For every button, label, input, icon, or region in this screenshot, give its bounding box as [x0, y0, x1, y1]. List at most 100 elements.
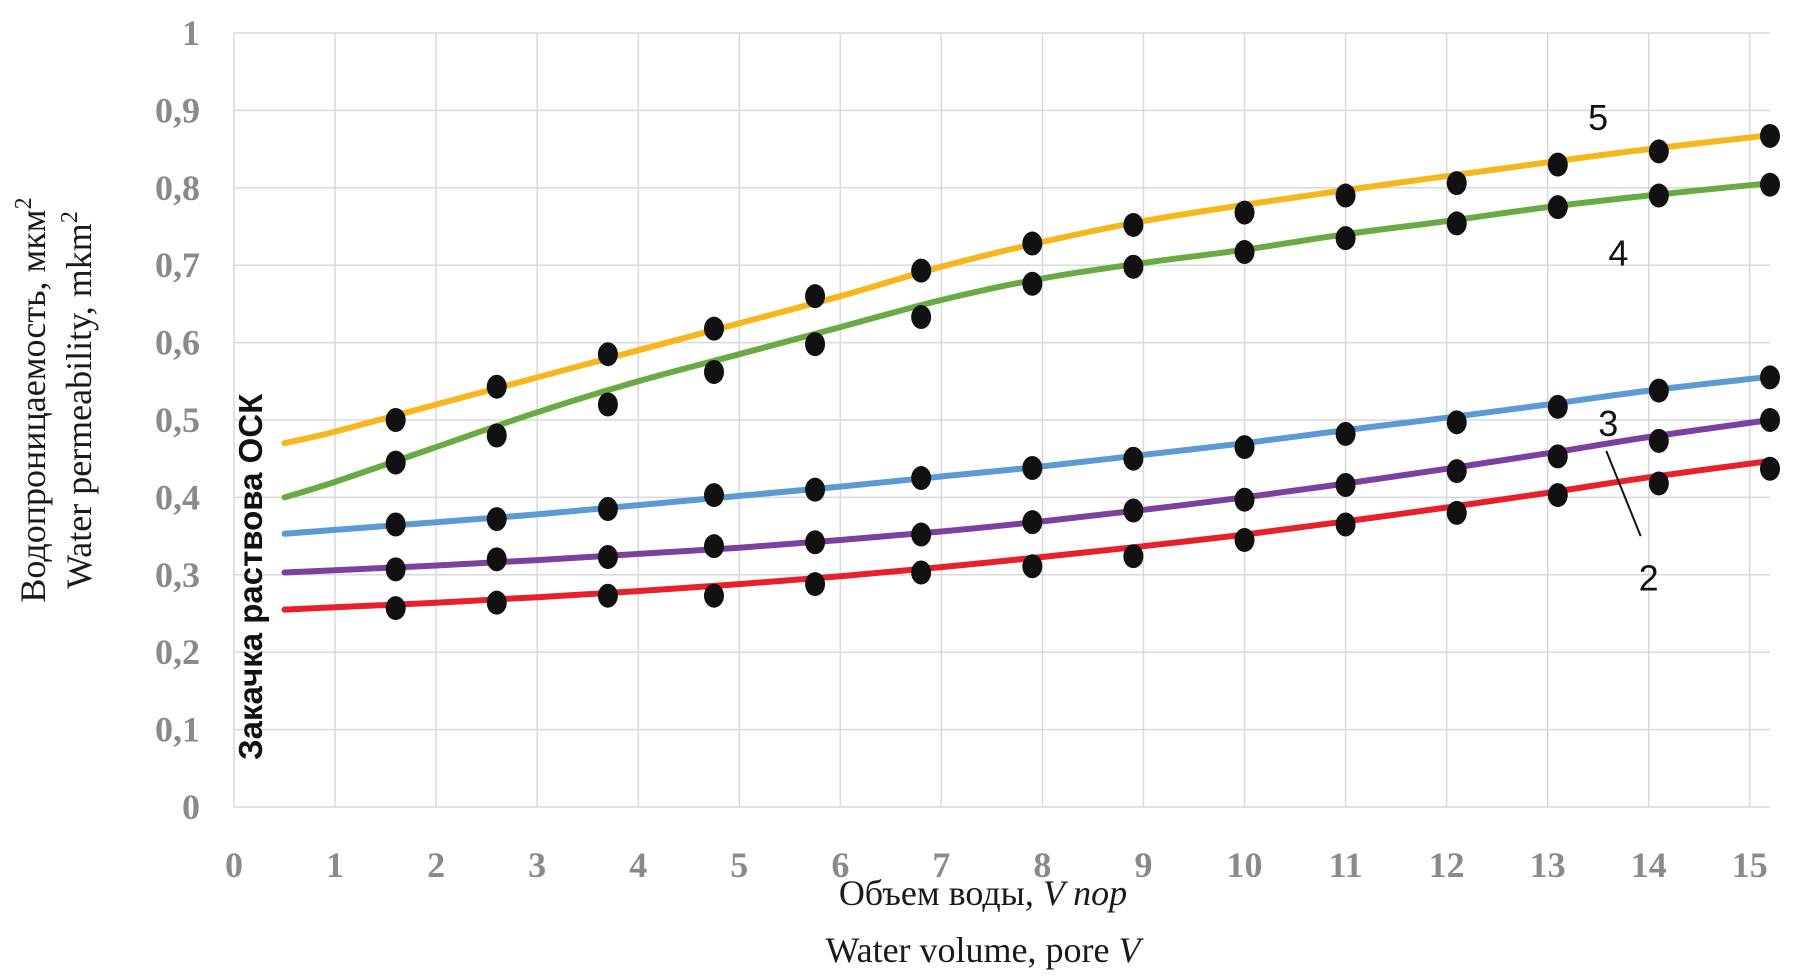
x-tick-label: 9	[1134, 845, 1152, 885]
data-point	[1648, 428, 1669, 453]
data-point	[486, 507, 507, 532]
y-tick-label: 0,1	[155, 710, 200, 750]
data-point	[1123, 498, 1144, 523]
data-point	[1760, 456, 1780, 481]
data-point	[1335, 183, 1356, 208]
data-point	[385, 557, 406, 582]
series-line-5	[281, 132, 1773, 447]
data-point	[1547, 444, 1568, 469]
data-point	[1547, 152, 1568, 177]
data-point	[1760, 123, 1780, 148]
x-tick-label: 12	[1429, 845, 1465, 885]
y-tick-label: 0	[182, 787, 200, 827]
x-tick-label: 8	[1033, 845, 1051, 885]
data-point	[805, 284, 826, 309]
curve-labels: 5 4 3 2	[1588, 97, 1659, 599]
inset-label: Закачка раствова ОСК	[232, 393, 269, 760]
data-point	[597, 497, 618, 522]
y-tick-label: 0,2	[155, 632, 200, 672]
y-tick-label: 0,7	[155, 245, 200, 285]
data-point	[1446, 410, 1467, 435]
y-tick-label: 0,6	[155, 323, 200, 363]
y-tick-label: 0,5	[155, 400, 200, 440]
series-line-3	[281, 373, 1773, 537]
data-point	[1648, 139, 1669, 164]
y-axis-title: Водопроницаемость, мкм2 Water permeabili…	[11, 197, 99, 602]
data-point	[704, 534, 724, 559]
data-point	[1335, 473, 1356, 498]
data-point	[1648, 183, 1669, 208]
x-tick-label: 0	[225, 845, 243, 885]
data-point	[597, 392, 618, 417]
y-tick-label: 0,4	[155, 477, 200, 517]
data-point	[385, 596, 406, 621]
x-tick-label: 13	[1530, 845, 1566, 885]
series-line-4	[281, 180, 1773, 501]
data-point	[1234, 435, 1255, 460]
x-tick-label: 10	[1227, 845, 1263, 885]
data-point	[1446, 171, 1467, 196]
curve-label-4: 4	[1608, 233, 1628, 274]
data-point	[911, 466, 932, 491]
data-point	[1234, 200, 1255, 225]
x-tick-label: 5	[730, 845, 748, 885]
data-point	[486, 590, 507, 615]
data-point	[1123, 544, 1144, 569]
x-axis-title: Объем воды, V пор Water volume, pore V	[826, 873, 1145, 970]
data-point	[1547, 195, 1568, 220]
x-tick-label: 3	[528, 845, 546, 885]
data-point	[385, 450, 406, 475]
y-tick-label: 0,9	[155, 90, 200, 130]
data-point	[1335, 421, 1356, 446]
data-point	[704, 360, 724, 385]
y-tick-label: 0,8	[155, 168, 200, 208]
data-point	[597, 583, 618, 608]
data-point	[911, 258, 932, 283]
y-axis-title-line-2: Water permeability, mkm2	[57, 211, 99, 589]
data-point	[805, 530, 826, 555]
data-point	[385, 408, 406, 432]
data-point	[1760, 408, 1780, 432]
x-tick-labels: 0 1 2 3 4 5 6 7 8 9 10 11 12 13 14 15	[225, 845, 1768, 885]
data-point	[1022, 510, 1043, 535]
data-point	[1022, 231, 1043, 256]
data-point	[486, 374, 507, 399]
data-point	[597, 342, 618, 367]
data-point	[704, 316, 724, 341]
data-point	[1760, 172, 1780, 197]
y-axis-title-line-1: Водопроницаемость, мкм2	[11, 197, 53, 602]
data-point	[911, 560, 932, 585]
data-point	[385, 512, 406, 537]
data-point	[1234, 527, 1255, 552]
y-tick-label: 0,3	[155, 555, 200, 595]
data-point	[1234, 240, 1255, 265]
data-point	[1123, 446, 1144, 471]
x-tick-label: 1	[326, 845, 344, 885]
leader-line	[1605, 450, 1642, 537]
grid-lines	[233, 32, 1770, 808]
data-point	[1022, 271, 1043, 296]
curve-label-2: 2	[1639, 558, 1659, 599]
curve-label-3: 3	[1598, 403, 1618, 444]
x-tick-label: 2	[427, 845, 445, 885]
x-tick-label: 14	[1631, 845, 1667, 885]
x-axis-title-line-2: Water volume, pore V	[826, 930, 1145, 970]
series-lines	[281, 132, 1773, 613]
data-point	[486, 547, 507, 572]
series-line-2	[281, 417, 1773, 576]
data-point	[1760, 365, 1780, 390]
data-point	[1547, 394, 1568, 419]
data-point	[1648, 471, 1669, 496]
data-point	[1446, 500, 1467, 525]
y-tick-label: 1	[182, 13, 200, 53]
data-point	[805, 332, 826, 357]
data-point	[704, 583, 724, 608]
data-point	[1335, 226, 1356, 251]
curve-label-5: 5	[1588, 97, 1608, 138]
data-point	[486, 423, 507, 448]
data-point	[1022, 554, 1043, 579]
data-point	[1335, 512, 1356, 537]
data-point	[911, 522, 932, 547]
